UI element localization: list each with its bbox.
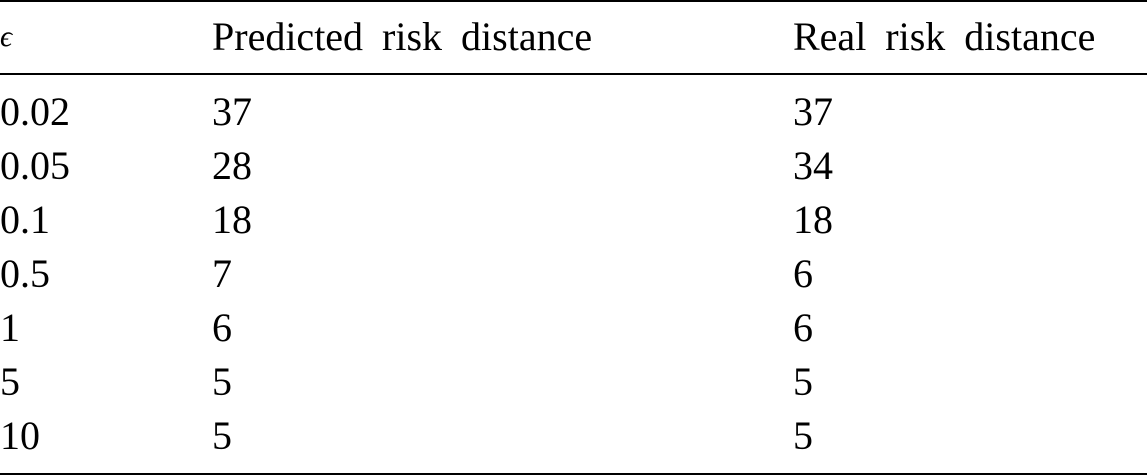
table-cell: 18 (793, 197, 833, 242)
header-rule (0, 73, 1147, 75)
table-cell: 1 (0, 305, 20, 350)
table-cell: 28 (212, 143, 252, 188)
table-cell: 7 (212, 251, 232, 296)
table-cell: 0.05 (0, 143, 70, 188)
table-cell: 34 (793, 143, 833, 188)
table-cell: 5 (212, 413, 232, 458)
table-cell: 6 (793, 251, 813, 296)
table-cell: 5 (793, 359, 813, 404)
header-cell: Real risk distance (793, 14, 1096, 59)
table-cell: 10 (0, 413, 40, 458)
table-cell: 5 (212, 359, 232, 404)
table-cell: 37 (793, 89, 833, 134)
table-cell: 18 (212, 197, 252, 242)
table-cell: 0.5 (0, 251, 50, 296)
bottom-rule (0, 473, 1147, 475)
table-cell: 5 (793, 413, 813, 458)
header-cell: Predicted risk distance (212, 14, 593, 59)
table-cell: 6 (793, 305, 813, 350)
table-cell: 6 (212, 305, 232, 350)
header-cell: ϵ (0, 20, 13, 53)
top-rule (0, 0, 1147, 2)
table-cell: 5 (0, 359, 20, 404)
table-cell: 0.02 (0, 89, 70, 134)
table-cell: 37 (212, 89, 252, 134)
table-cell: 0.1 (0, 197, 50, 242)
